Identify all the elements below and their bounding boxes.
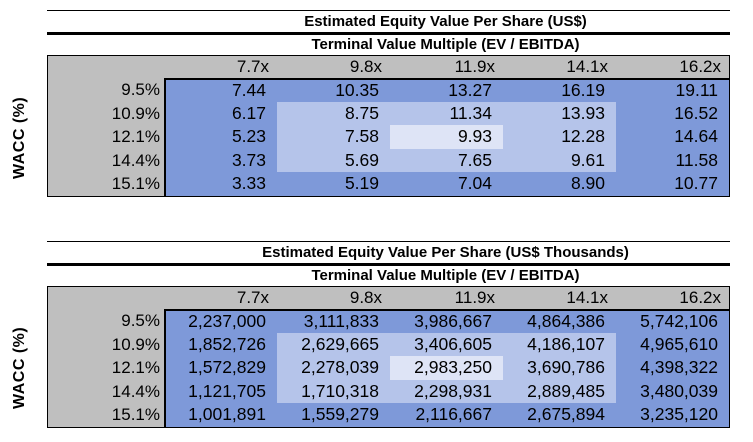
column-header: 16.2x xyxy=(616,287,729,309)
table-title-row: Estimated Equity Value Per Share (US$ Th… xyxy=(47,241,730,266)
value-cell[interactable]: 2,298,931 xyxy=(390,379,503,403)
column-header: 16.2x xyxy=(616,56,729,78)
value-cell[interactable]: 3,235,120 xyxy=(616,403,729,427)
value-cell[interactable]: 16.52 xyxy=(616,101,729,125)
value-cell[interactable]: 5.19 xyxy=(277,172,390,196)
value-cell[interactable]: 3,406,605 xyxy=(390,332,503,356)
column-axis-label: Terminal Value Multiple (EV / EBITDA) xyxy=(311,267,580,284)
row-header: 12.1% xyxy=(48,125,164,149)
value-cell[interactable]: 1,121,705 xyxy=(164,379,277,403)
value-cell[interactable]: 8.75 xyxy=(277,101,390,125)
column-header: 7.7x xyxy=(164,56,277,78)
value-cell[interactable]: 13.27 xyxy=(390,78,503,102)
value-cell[interactable]: 8.90 xyxy=(503,172,616,196)
value-cell[interactable]: 2,983,250 xyxy=(390,356,503,380)
value-cell[interactable]: 1,710,318 xyxy=(277,379,390,403)
column-axis-label: Terminal Value Multiple (EV / EBITDA) xyxy=(311,36,580,53)
column-header: 9.8x xyxy=(277,287,390,309)
value-cell[interactable]: 5,742,106 xyxy=(616,309,729,333)
value-cell[interactable]: 2,116,667 xyxy=(390,403,503,427)
value-cell[interactable]: 4,186,107 xyxy=(503,332,616,356)
equity-value-per-share-table: Estimated Equity Value Per Share (US$) T… xyxy=(47,10,730,197)
row-axis-label-wacc: WACC (%) xyxy=(11,326,28,409)
value-cell[interactable]: 3,111,833 xyxy=(277,309,390,333)
table-title-row: Estimated Equity Value Per Share (US$) xyxy=(47,10,730,35)
value-cell[interactable]: 2,675,894 xyxy=(503,403,616,427)
value-cell[interactable]: 7.04 xyxy=(390,172,503,196)
value-cell[interactable]: 4,864,386 xyxy=(503,309,616,333)
row-header: 10.9% xyxy=(48,101,164,125)
row-header: 10.9% xyxy=(48,332,164,356)
corner-cell xyxy=(48,287,164,309)
value-cell[interactable]: 9.93 xyxy=(390,125,503,149)
value-cell[interactable]: 3,690,786 xyxy=(503,356,616,380)
row-axis-label-wacc: WACC (%) xyxy=(11,96,28,179)
column-header: 7.7x xyxy=(164,287,277,309)
row-header: 15.1% xyxy=(48,403,164,427)
table-title: Estimated Equity Value Per Share (US$ Th… xyxy=(262,244,629,261)
value-cell[interactable]: 4,398,322 xyxy=(616,356,729,380)
row-header: 9.5% xyxy=(48,309,164,333)
value-cell[interactable]: 3,480,039 xyxy=(616,379,729,403)
row-header: 15.1% xyxy=(48,172,164,196)
column-header: 11.9x xyxy=(390,56,503,78)
value-cell[interactable]: 1,852,726 xyxy=(164,332,277,356)
value-cell[interactable]: 3.33 xyxy=(164,172,277,196)
value-cell[interactable]: 10.77 xyxy=(616,172,729,196)
value-cell[interactable]: 14.64 xyxy=(616,125,729,149)
value-cell[interactable]: 7.44 xyxy=(164,78,277,102)
column-header: 11.9x xyxy=(390,287,503,309)
table-title: Estimated Equity Value Per Share (US$) xyxy=(304,13,587,30)
value-cell[interactable]: 2,629,665 xyxy=(277,332,390,356)
value-cell[interactable]: 11.34 xyxy=(390,101,503,125)
sensitivity-grid: 7.7x 9.8x 11.9x 14.1x 16.2x 9.5% 7.44 10.35 13.2… xyxy=(47,55,730,197)
column-header: 14.1x xyxy=(503,56,616,78)
row-header: 12.1% xyxy=(48,356,164,380)
value-cell[interactable]: 12.28 xyxy=(503,125,616,149)
value-cell[interactable]: 2,237,000 xyxy=(164,309,277,333)
column-header: 9.8x xyxy=(277,56,390,78)
value-cell[interactable]: 1,572,829 xyxy=(164,356,277,380)
row-header: 14.4% xyxy=(48,148,164,172)
value-cell[interactable]: 7.65 xyxy=(390,148,503,172)
value-cell[interactable]: 2,889,485 xyxy=(503,379,616,403)
value-cell[interactable]: 16.19 xyxy=(503,78,616,102)
value-cell[interactable]: 2,278,039 xyxy=(277,356,390,380)
value-cell[interactable]: 5.23 xyxy=(164,125,277,149)
row-header: 9.5% xyxy=(48,78,164,102)
value-cell[interactable]: 9.61 xyxy=(503,148,616,172)
value-cell[interactable]: 1,001,891 xyxy=(164,403,277,427)
value-cell[interactable]: 13.93 xyxy=(503,101,616,125)
equity-value-thousands-table: Estimated Equity Value Per Share (US$ Th… xyxy=(47,241,730,428)
value-cell[interactable]: 4,965,610 xyxy=(616,332,729,356)
value-cell[interactable]: 3.73 xyxy=(164,148,277,172)
value-cell[interactable]: 3,986,667 xyxy=(390,309,503,333)
corner-cell xyxy=(48,56,164,78)
value-cell[interactable]: 7.58 xyxy=(277,125,390,149)
column-header: 14.1x xyxy=(503,287,616,309)
table-subtitle-row: Terminal Value Multiple (EV / EBITDA) xyxy=(47,266,730,286)
value-cell[interactable]: 19.11 xyxy=(616,78,729,102)
value-cell[interactable]: 1,559,279 xyxy=(277,403,390,427)
table-subtitle-row: Terminal Value Multiple (EV / EBITDA) xyxy=(47,35,730,55)
sensitivity-grid: 7.7x 9.8x 11.9x 14.1x 16.2x 9.5% 2,237,000 3,11… xyxy=(47,286,730,428)
value-cell[interactable]: 6.17 xyxy=(164,101,277,125)
value-cell[interactable]: 5.69 xyxy=(277,148,390,172)
row-header: 14.4% xyxy=(48,379,164,403)
value-cell[interactable]: 11.58 xyxy=(616,148,729,172)
value-cell[interactable]: 10.35 xyxy=(277,78,390,102)
